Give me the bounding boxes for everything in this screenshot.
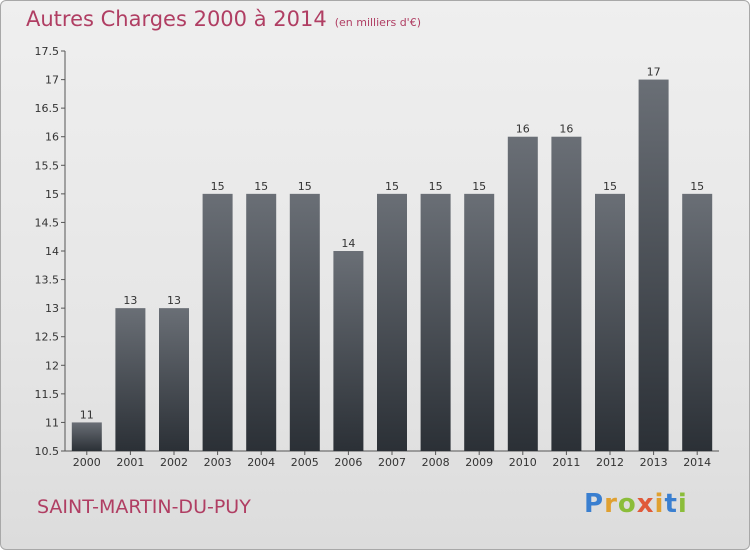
bar <box>551 136 582 451</box>
commune-name: SAINT-MARTIN-DU-PUY <box>37 496 251 518</box>
bar <box>420 193 451 451</box>
y-tick-label: 12.5 <box>35 331 60 344</box>
x-tick-label: 2008 <box>422 456 450 469</box>
y-tick-label: 15 <box>45 188 59 201</box>
x-tick-label: 2012 <box>596 456 624 469</box>
y-tick-label: 17.5 <box>35 45 60 58</box>
bar <box>333 251 364 451</box>
bar-value-label: 15 <box>298 180 312 193</box>
bar-value-label: 15 <box>385 180 399 193</box>
bar-value-label: 16 <box>559 123 573 136</box>
bar <box>71 422 102 451</box>
bar-value-label: 13 <box>123 294 137 307</box>
bar <box>159 308 189 451</box>
x-tick-label: 2004 <box>247 456 275 469</box>
y-tick-label: 14.5 <box>35 216 60 229</box>
bar <box>507 136 538 451</box>
bar-value-label: 15 <box>472 180 486 193</box>
x-tick-label: 2003 <box>204 456 232 469</box>
bar <box>377 193 407 451</box>
x-tick-label: 2002 <box>160 456 188 469</box>
bar <box>638 79 669 452</box>
x-tick-label: 2007 <box>378 456 406 469</box>
chart-subtitle: (en milliers d'€) <box>334 16 421 29</box>
bar <box>464 193 495 451</box>
y-tick-label: 11.5 <box>35 388 60 401</box>
bar <box>682 193 713 451</box>
bar <box>289 193 320 451</box>
y-tick-label: 13 <box>45 302 59 315</box>
x-tick-label: 2010 <box>509 456 537 469</box>
chart-title-text: Autres Charges 2000 à 2014 <box>26 7 327 31</box>
bar-value-label: 11 <box>80 408 94 421</box>
bar-value-label: 15 <box>211 180 225 193</box>
x-tick-label: 2001 <box>116 456 144 469</box>
y-tick-label: 14 <box>45 245 59 258</box>
y-tick-label: 16 <box>45 131 59 144</box>
x-tick-label: 2013 <box>640 456 668 469</box>
x-tick-label: 2006 <box>334 456 362 469</box>
x-tick-label: 2009 <box>465 456 493 469</box>
x-tick-label: 2005 <box>291 456 319 469</box>
bar <box>202 193 233 451</box>
proxiti-logo: Proxiti <box>584 489 688 519</box>
bar-value-label: 14 <box>341 237 355 250</box>
x-tick-label: 2000 <box>73 456 101 469</box>
y-tick-label: 16.5 <box>35 102 60 115</box>
bar <box>115 308 146 451</box>
y-tick-label: 12 <box>45 359 59 372</box>
bar-value-label: 17 <box>647 66 661 79</box>
bar-value-label: 15 <box>603 180 617 193</box>
bar-value-label: 15 <box>690 180 704 193</box>
y-tick-label: 10.5 <box>35 445 60 458</box>
plot-area: 10.5 11 11.5 12 12.5 13 13.5 14 14.5 15 15.5 16 16.5… <box>35 45 719 469</box>
bar-value-label: 15 <box>429 180 443 193</box>
y-tick-label: 17 <box>45 74 59 87</box>
y-tick-label: 13.5 <box>35 274 60 287</box>
bar-value-label: 16 <box>516 123 530 136</box>
x-tick-label: 2011 <box>552 456 580 469</box>
bar <box>246 193 277 451</box>
bar-value-label: 15 <box>254 180 268 193</box>
bar <box>595 193 625 451</box>
y-tick-label: 15.5 <box>35 159 60 172</box>
chart-title: Autres Charges 2000 à 2014 (en milliers d… <box>26 7 421 31</box>
y-tick-label: 11 <box>45 416 59 429</box>
x-tick-label: 2014 <box>683 456 711 469</box>
bar-value-label: 13 <box>167 294 181 307</box>
